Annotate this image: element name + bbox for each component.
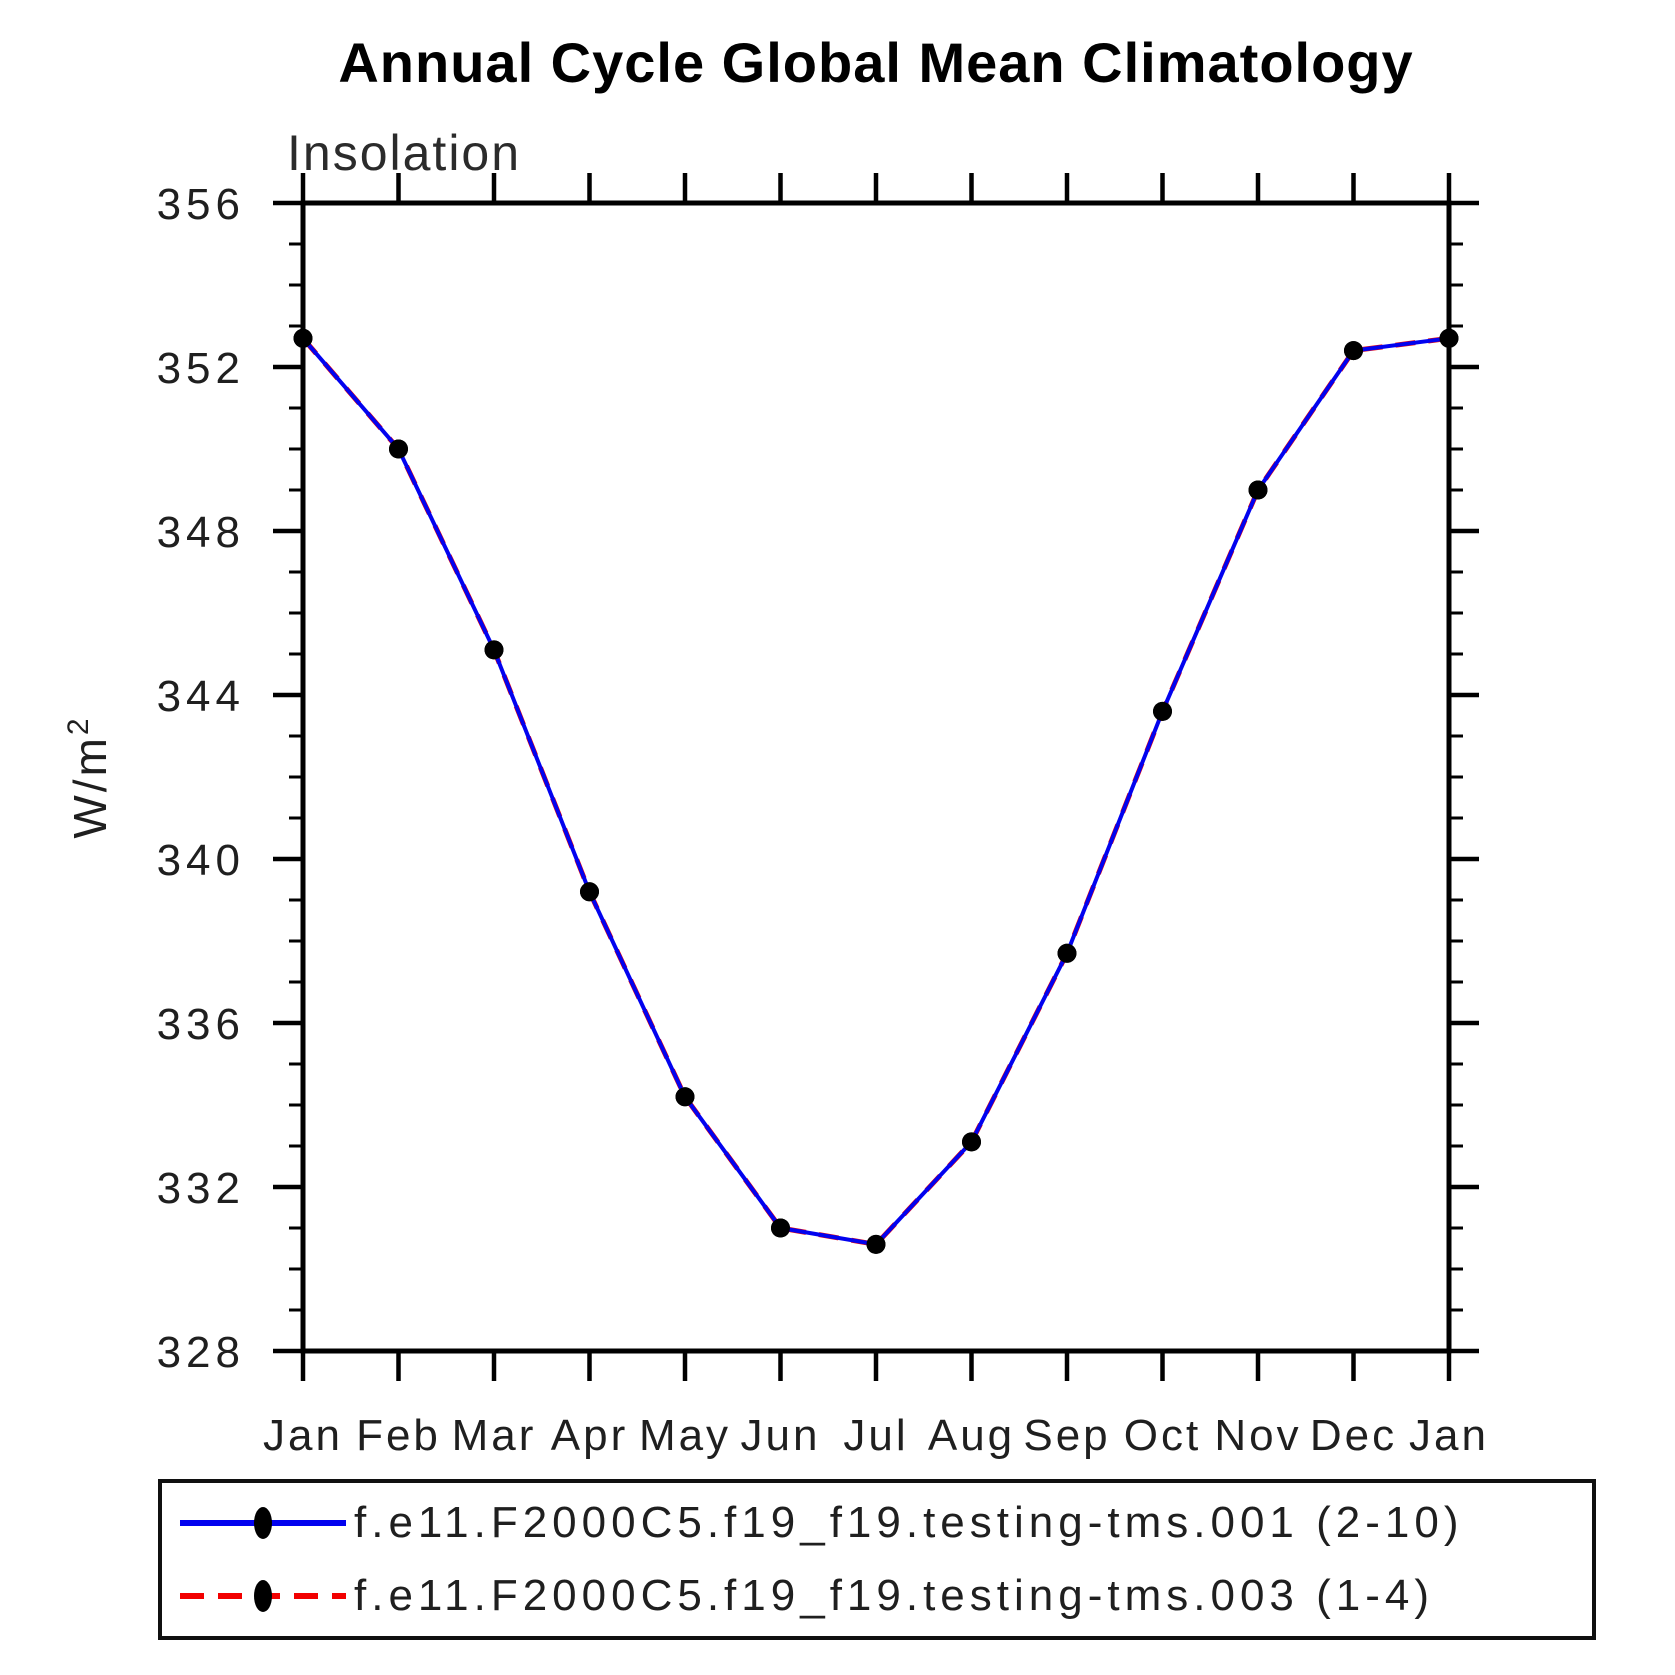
legend-row-003: f.e11.F2000C5.f19_f19.testing-tms.003 (1… xyxy=(174,1564,1592,1628)
x-tick-label: Sep xyxy=(1023,1411,1110,1460)
data-point-marker xyxy=(484,640,504,660)
x-tick-label: Jan xyxy=(263,1411,343,1460)
x-tick-label: May xyxy=(639,1411,731,1460)
data-point-marker xyxy=(293,328,313,348)
legend-label-001: f.e11.F2000C5.f19_f19.testing-tms.001 (2… xyxy=(354,1498,1464,1548)
y-tick-label: 344 xyxy=(157,672,245,721)
legend-row-001: f.e11.F2000C5.f19_f19.testing-tms.001 (2… xyxy=(174,1491,1592,1555)
x-tick-label: Dec xyxy=(1310,1411,1397,1460)
data-point-marker xyxy=(580,882,599,902)
y-tick-label: 328 xyxy=(157,1328,245,1377)
x-tick-label: Jul xyxy=(843,1411,908,1460)
data-point-marker xyxy=(1057,943,1077,963)
x-tick-label: Aug xyxy=(928,1411,1015,1460)
legend-label-003: f.e11.F2000C5.f19_f19.testing-tms.003 (1… xyxy=(354,1570,1435,1620)
y-tick-label: 352 xyxy=(157,344,245,393)
chart-subtitle: Insolation xyxy=(287,125,522,181)
data-point-marker xyxy=(866,1234,886,1254)
data-point-marker xyxy=(771,1218,790,1238)
x-tick-label: Apr xyxy=(551,1411,628,1460)
x-tick-label: Feb xyxy=(356,1411,441,1460)
x-tick-label: Jan xyxy=(1409,1411,1489,1460)
series-line-1 xyxy=(301,335,1450,1248)
y-tick-label: 356 xyxy=(157,180,245,229)
data-point-marker xyxy=(962,1132,981,1152)
legend: f.e11.F2000C5.f19_f19.testing-tms.001 (2… xyxy=(158,1479,1596,1640)
x-tick-label: Jun xyxy=(741,1411,821,1460)
x-tick-label: Nov xyxy=(1214,1411,1301,1460)
y-axis-title: W/m2 xyxy=(62,715,116,838)
legend-line-dashed-icon xyxy=(180,1579,346,1612)
data-point-marker xyxy=(389,439,408,459)
y-tick-label: 348 xyxy=(157,508,245,557)
chart-title: Annual Cycle Global Mean Climatology xyxy=(338,31,1414,94)
legend-line-solid-icon xyxy=(180,1507,346,1540)
x-tick-label: Mar xyxy=(452,1411,537,1460)
y-tick-label: 340 xyxy=(157,836,245,885)
data-point-marker xyxy=(1439,328,1459,348)
y-tick-label: 336 xyxy=(157,1000,245,1049)
data-point-marker xyxy=(1248,480,1268,500)
data-point-marker xyxy=(1153,701,1172,721)
data-point-marker xyxy=(675,1087,695,1107)
x-tick-label: Oct xyxy=(1124,1411,1201,1460)
data-point-marker xyxy=(1344,341,1363,361)
series-line-0 xyxy=(301,336,1450,1247)
y-tick-label: 332 xyxy=(157,1164,245,1213)
